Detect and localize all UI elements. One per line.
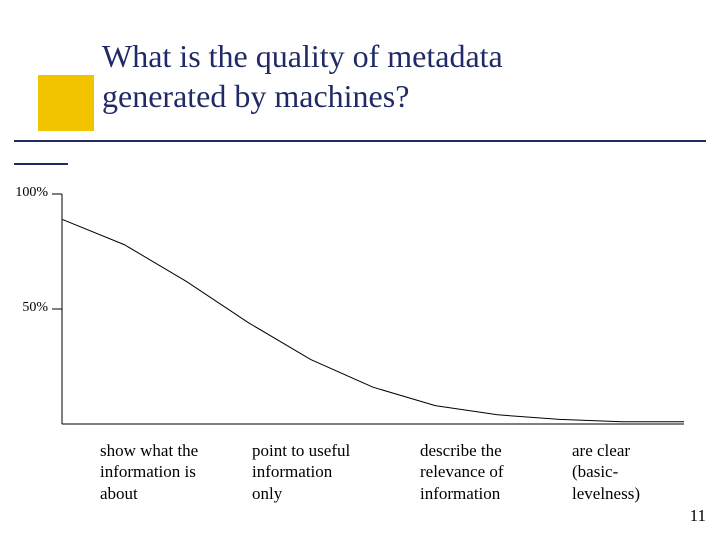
x-category-label: describe therelevance ofinformation — [420, 440, 570, 504]
x-category-label: are clear(basic-levelness) — [572, 440, 720, 504]
slide: What is the quality of metadata generate… — [0, 0, 720, 540]
y-tick-label: 100% — [2, 185, 48, 201]
x-category-label: point to usefulinformationonly — [252, 440, 402, 504]
y-tick-label: 50% — [2, 300, 48, 316]
x-category-label: show what theinformation isabout — [100, 440, 250, 504]
page-number: 11 — [690, 506, 706, 526]
